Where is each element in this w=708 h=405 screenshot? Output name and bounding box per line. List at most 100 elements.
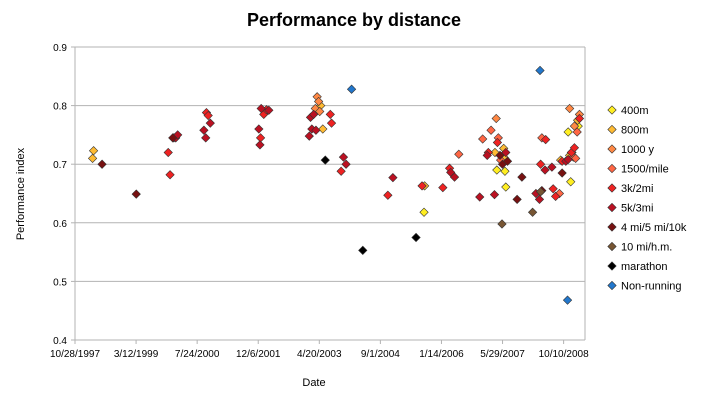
- legend-marker: [607, 105, 617, 115]
- data-point: [566, 177, 576, 187]
- x-tick-label: 4/20/2003: [297, 349, 342, 360]
- data-point: [383, 190, 393, 200]
- data-point: [165, 170, 175, 180]
- data-point: [495, 150, 505, 161]
- legend-marker: [607, 183, 617, 193]
- data-point: [199, 125, 209, 135]
- data-point: [326, 118, 337, 128]
- data-point: [512, 194, 522, 204]
- data-point: [311, 125, 321, 135]
- data-point: [535, 187, 546, 197]
- legend-marker: [607, 144, 617, 154]
- legend-marker: [607, 261, 617, 271]
- y-tick-label: 0.6: [53, 219, 67, 230]
- data-point: [517, 172, 527, 182]
- data-point: [535, 65, 545, 76]
- data-point: [388, 173, 398, 183]
- data-point: [320, 155, 330, 165]
- x-tick-label: 5/29/2007: [480, 349, 525, 360]
- data-point: [97, 159, 107, 169]
- data-point: [318, 124, 328, 134]
- data-point: [341, 159, 351, 169]
- legend-label: 1500/mile: [621, 164, 669, 176]
- data-point: [309, 109, 319, 120]
- data-point: [203, 110, 213, 121]
- y-tick-label: 0.8: [53, 102, 67, 113]
- legend-marker: [607, 280, 617, 291]
- data-point: [540, 165, 550, 175]
- data-point: [168, 133, 178, 143]
- legend-label: Non-running: [621, 281, 682, 293]
- data-point: [565, 103, 575, 114]
- legend-label: 3k/2mi: [621, 183, 653, 195]
- data-point: [315, 106, 325, 117]
- x-tick-label: 7/24/2000: [175, 349, 220, 360]
- data-point: [304, 131, 314, 141]
- data-point: [563, 127, 573, 137]
- data-point: [478, 134, 488, 144]
- data-point: [417, 181, 427, 191]
- legend-label: 1000 y: [621, 144, 655, 156]
- data-point: [574, 113, 585, 124]
- legend-marker: [607, 202, 617, 213]
- data-points: [87, 65, 585, 305]
- data-point: [547, 162, 557, 172]
- x-tick-label: 1/14/2006: [419, 349, 464, 360]
- tick-labels: 0.4 0.5 0.6 0.7 0.8 0.9 10/28/1997 3/12/1999 7/2…: [50, 43, 589, 360]
- data-point: [438, 183, 448, 193]
- data-point: [569, 143, 580, 153]
- data-point: [492, 137, 503, 148]
- data-point: [358, 245, 368, 255]
- legend-marker: [607, 124, 617, 135]
- legend-marker: [607, 222, 617, 232]
- legend: 400m 800m 1000 y 1500/mile 3k/2mi 5k/3mi 4 mi/…: [607, 105, 687, 293]
- data-point: [411, 232, 421, 243]
- data-point: [550, 191, 561, 202]
- legend-label: 800m: [621, 125, 649, 137]
- data-point: [338, 152, 349, 162]
- data-point: [572, 127, 582, 137]
- data-point: [205, 118, 215, 128]
- y-axis-label: Performance index: [15, 147, 27, 240]
- x-tick-label: 3/12/1999: [114, 349, 159, 360]
- y-tick-label: 0.7: [53, 160, 67, 171]
- data-point: [497, 219, 507, 229]
- legend-label: 10 mi/h.m.: [621, 242, 672, 254]
- data-point: [163, 147, 173, 158]
- data-point: [491, 113, 501, 124]
- x-tick-label: 10/10/2008: [539, 349, 589, 360]
- data-point: [475, 192, 485, 202]
- data-point: [492, 165, 502, 175]
- data-point: [571, 153, 581, 163]
- legend-marker: [607, 163, 617, 174]
- data-point: [541, 134, 551, 145]
- y-tick-label: 0.9: [53, 43, 67, 54]
- legend-label: marathon: [621, 261, 667, 273]
- legend-marker: [607, 241, 617, 252]
- data-point: [486, 125, 496, 135]
- chart-title: Performance by distance: [247, 10, 461, 30]
- data-point: [502, 156, 513, 166]
- y-tick-label: 0.4: [53, 336, 67, 347]
- data-point: [87, 153, 98, 163]
- data-point: [454, 149, 464, 159]
- data-point: [419, 207, 429, 217]
- x-tick-label: 12/6/2001: [236, 349, 281, 360]
- data-point: [256, 103, 266, 114]
- legend-label: 400m: [621, 105, 649, 117]
- x-tick-label: 9/1/2004: [361, 349, 400, 360]
- data-point: [131, 189, 141, 199]
- data-point: [313, 96, 324, 107]
- y-tick-label: 0.5: [53, 277, 67, 288]
- data-point: [501, 182, 511, 192]
- legend-label: 5k/3mi: [621, 203, 653, 215]
- data-point: [562, 295, 573, 305]
- data-point: [534, 194, 545, 204]
- data-point: [554, 188, 565, 199]
- data-point: [325, 109, 335, 120]
- data-point: [254, 124, 264, 134]
- axes: [71, 46, 586, 344]
- data-point: [264, 105, 274, 115]
- data-point: [346, 84, 357, 94]
